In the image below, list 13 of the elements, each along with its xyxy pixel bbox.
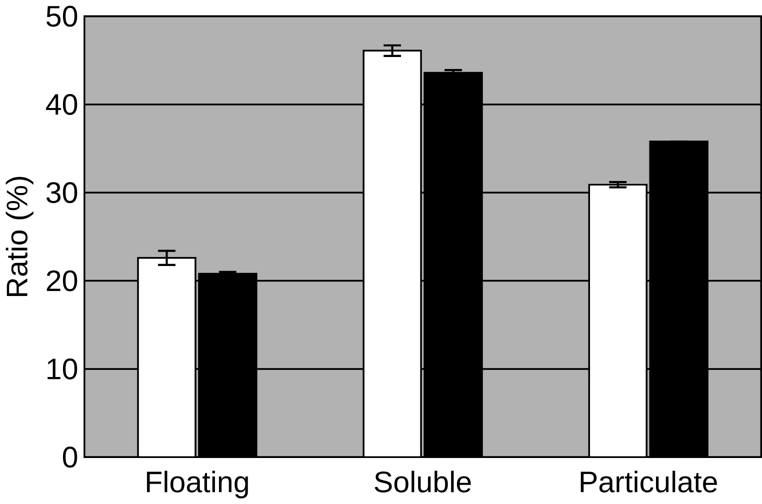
bar (137, 256, 196, 458)
y-tick-label: 0 (62, 446, 78, 468)
y-tick-label: 30 (46, 182, 78, 204)
y-tick-label: 50 (46, 6, 78, 27)
bar (588, 184, 648, 458)
bar (362, 50, 422, 458)
y-axis-title: Ratio (%) (6, 176, 34, 296)
y-tick-label: 20 (46, 270, 78, 292)
y-tick-label: 40 (46, 94, 78, 115)
x-tick-label: Particulate (580, 470, 717, 492)
x-tick-label: Floating (146, 470, 248, 498)
y-tick-label: 10 (48, 358, 78, 380)
x-tick-label: Soluble (374, 470, 471, 492)
